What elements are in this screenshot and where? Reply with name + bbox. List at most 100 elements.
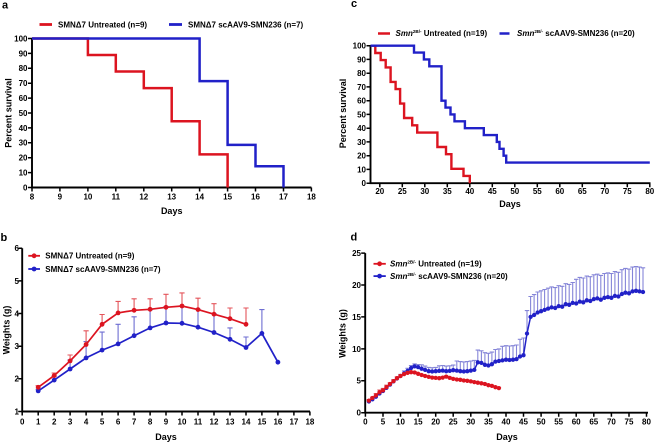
svg-text:8: 8 <box>30 192 35 201</box>
svg-text:17: 17 <box>289 417 298 426</box>
svg-text:50: 50 <box>537 418 546 427</box>
svg-text:9: 9 <box>164 417 169 426</box>
svg-text:55: 55 <box>533 187 542 196</box>
svg-text:Days: Days <box>496 432 518 442</box>
svg-text:13: 13 <box>167 192 176 201</box>
svg-text:12: 12 <box>139 192 148 201</box>
svg-text:1: 1 <box>36 417 41 426</box>
svg-text:60: 60 <box>555 187 564 196</box>
svg-text:20: 20 <box>352 281 361 290</box>
svg-text:90: 90 <box>357 55 366 64</box>
svg-text:80: 80 <box>645 187 654 196</box>
svg-text:25: 25 <box>352 249 361 258</box>
svg-text:35: 35 <box>484 418 493 427</box>
svg-text:20: 20 <box>431 418 440 427</box>
svg-text:Smn2B/- scAAV9-SMN236 (n=20): Smn2B/- scAAV9-SMN236 (n=20) <box>390 272 508 281</box>
svg-text:70: 70 <box>357 83 366 92</box>
svg-text:50: 50 <box>19 109 28 118</box>
svg-text:1: 1 <box>15 407 20 416</box>
svg-text:0: 0 <box>23 183 28 192</box>
svg-text:Smn2B/- Untreated (n=19): Smn2B/- Untreated (n=19) <box>396 29 488 38</box>
svg-text:5: 5 <box>357 377 362 386</box>
svg-text:80: 80 <box>19 64 28 73</box>
svg-text:SMNΔ7 scAAV9-SMN236 (n=7): SMNΔ7 scAAV9-SMN236 (n=7) <box>45 265 161 274</box>
svg-text:3: 3 <box>68 417 73 426</box>
svg-text:SMNΔ7 Untreated (n=9): SMNΔ7 Untreated (n=9) <box>58 20 147 29</box>
svg-text:SMNΔ7 Untreated (n=9): SMNΔ7 Untreated (n=9) <box>45 252 134 261</box>
svg-text:20: 20 <box>375 187 384 196</box>
svg-text:10: 10 <box>357 165 366 174</box>
svg-text:5: 5 <box>381 418 386 427</box>
svg-text:6: 6 <box>116 417 121 426</box>
svg-text:10: 10 <box>19 169 28 178</box>
svg-text:80: 80 <box>642 418 651 427</box>
svg-text:30: 30 <box>357 138 366 147</box>
svg-text:20: 20 <box>19 154 28 163</box>
svg-text:35: 35 <box>443 187 452 196</box>
svg-text:Percent survival: Percent survival <box>338 79 348 149</box>
svg-text:Percent survival: Percent survival <box>4 78 14 148</box>
svg-text:a: a <box>2 0 9 12</box>
svg-text:9: 9 <box>58 192 63 201</box>
svg-text:7: 7 <box>132 417 137 426</box>
svg-text:14: 14 <box>242 417 251 426</box>
svg-text:60: 60 <box>19 94 28 103</box>
svg-text:25: 25 <box>398 187 407 196</box>
svg-text:14: 14 <box>195 192 204 201</box>
svg-text:30: 30 <box>420 187 429 196</box>
svg-text:15: 15 <box>352 313 361 322</box>
svg-text:55: 55 <box>554 418 563 427</box>
svg-text:12: 12 <box>210 417 219 426</box>
svg-text:2: 2 <box>52 417 57 426</box>
svg-text:10: 10 <box>83 192 92 201</box>
svg-text:0: 0 <box>20 417 25 426</box>
svg-text:40: 40 <box>19 124 28 133</box>
svg-text:d: d <box>351 232 358 244</box>
svg-text:6: 6 <box>15 244 20 253</box>
svg-text:c: c <box>351 0 357 10</box>
svg-text:3: 3 <box>15 342 20 351</box>
svg-text:Days: Days <box>155 432 177 442</box>
svg-text:15: 15 <box>414 418 423 427</box>
svg-text:65: 65 <box>578 187 587 196</box>
svg-text:0: 0 <box>357 409 362 418</box>
svg-text:10: 10 <box>178 417 187 426</box>
svg-text:70: 70 <box>19 79 28 88</box>
svg-text:13: 13 <box>226 417 235 426</box>
svg-text:10: 10 <box>396 418 405 427</box>
svg-text:45: 45 <box>488 187 497 196</box>
svg-text:5: 5 <box>100 417 105 426</box>
svg-text:40: 40 <box>465 187 474 196</box>
svg-text:Weights (g): Weights (g) <box>2 306 12 355</box>
svg-text:50: 50 <box>510 187 519 196</box>
svg-text:11: 11 <box>112 192 121 201</box>
svg-text:10: 10 <box>352 345 361 354</box>
svg-text:15: 15 <box>223 192 232 201</box>
svg-text:100: 100 <box>14 34 28 43</box>
svg-text:Weights (g): Weights (g) <box>338 309 348 358</box>
svg-text:15: 15 <box>257 417 266 426</box>
svg-text:30: 30 <box>466 418 475 427</box>
svg-text:45: 45 <box>519 418 528 427</box>
svg-text:17: 17 <box>279 192 288 201</box>
svg-text:0: 0 <box>363 418 368 427</box>
svg-text:Days: Days <box>499 199 521 209</box>
svg-text:Days: Days <box>161 206 183 216</box>
svg-text:4: 4 <box>84 417 89 426</box>
svg-text:30: 30 <box>19 139 28 148</box>
svg-text:20: 20 <box>357 152 366 161</box>
svg-text:25: 25 <box>449 418 458 427</box>
svg-text:SMNΔ7 scAAV9-SMN236 (n=7): SMNΔ7 scAAV9-SMN236 (n=7) <box>188 20 304 29</box>
svg-text:90: 90 <box>19 49 28 58</box>
svg-text:100: 100 <box>353 42 367 51</box>
svg-text:11: 11 <box>194 417 203 426</box>
svg-text:75: 75 <box>623 187 632 196</box>
svg-text:0: 0 <box>362 179 367 188</box>
svg-text:60: 60 <box>572 418 581 427</box>
svg-text:16: 16 <box>251 192 260 201</box>
svg-text:80: 80 <box>357 69 366 78</box>
svg-text:2: 2 <box>15 375 20 384</box>
svg-text:18: 18 <box>305 417 314 426</box>
svg-text:40: 40 <box>502 418 511 427</box>
svg-text:18: 18 <box>307 192 316 201</box>
